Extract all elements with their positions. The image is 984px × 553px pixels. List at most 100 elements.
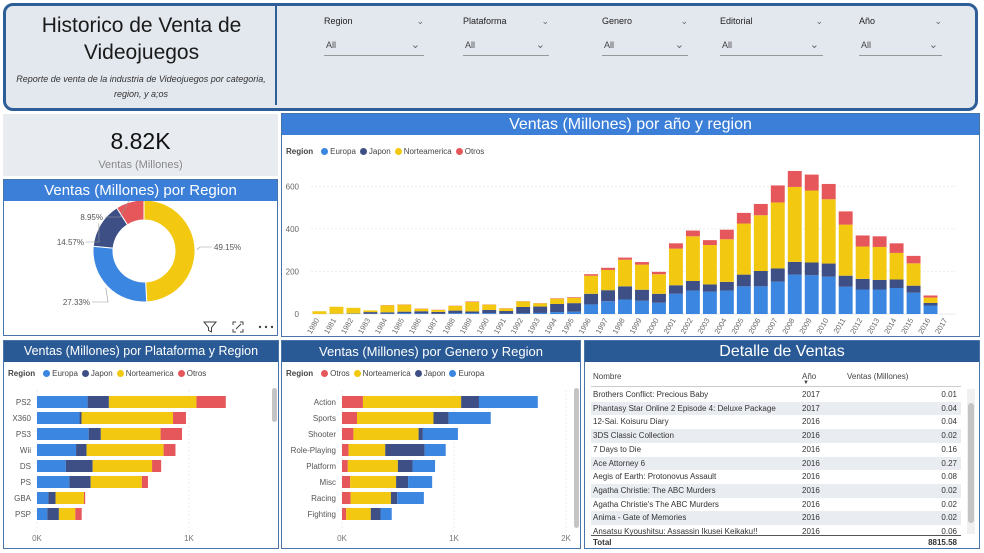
- bar-segment-otros-2006[interactable]: [753, 203, 768, 216]
- bar-segment-japon-ps3[interactable]: [88, 428, 101, 440]
- bar-segment-japon-2006[interactable]: [753, 271, 768, 287]
- bar-segment-otros-2003[interactable]: [702, 240, 717, 246]
- slicer-dropdown[interactable]: All ⌄: [859, 36, 942, 56]
- bar-segment-japon-1998[interactable]: [618, 286, 632, 300]
- table-row[interactable]: Brothers Conflict: Precious Baby 2017 0.01: [591, 388, 961, 402]
- bar-segment-europa-1994[interactable]: [550, 312, 565, 314]
- slicer-dropdown[interactable]: All ⌄: [324, 36, 424, 56]
- bar-segment-europa-ps2[interactable]: [37, 396, 88, 408]
- bar-segment-japon-1994[interactable]: [550, 303, 565, 313]
- bar-segment-europa-2016[interactable]: [923, 305, 938, 314]
- bar-segment-japon-1995[interactable]: [567, 303, 582, 312]
- bar-segment-norteamerica-1989[interactable]: [465, 301, 480, 312]
- bar-segment-japon-x360[interactable]: [79, 412, 82, 424]
- bar-segment-europa-shooter[interactable]: [422, 428, 458, 440]
- legend-item[interactable]: Norteamerica: [113, 369, 174, 378]
- bar-segment-norteamerica-sports[interactable]: [357, 412, 434, 424]
- bar-segment-europa-1992[interactable]: [516, 313, 531, 314]
- sales-detail-table[interactable]: Detalle de Ventas Nombre Año ▼ Ventas (M…: [584, 340, 980, 549]
- bar-segment-europa-1998[interactable]: [618, 299, 632, 314]
- bar-segment-japon-1992[interactable]: [516, 306, 531, 314]
- bar-segment-japon-1983[interactable]: [363, 312, 378, 314]
- focus-mode-icon[interactable]: [231, 320, 245, 334]
- slicer-dropdown[interactable]: All ⌄: [463, 36, 549, 56]
- table-row[interactable]: Agatha Christie: The ABC Murders 2016 0.02: [591, 483, 961, 498]
- chevron-down-icon[interactable]: ⌄: [934, 16, 942, 26]
- bar-segment-norteamerica-fighting[interactable]: [346, 508, 371, 520]
- bar-segment-otros-2007[interactable]: [770, 185, 785, 203]
- bar-segment-norteamerica-misc[interactable]: [350, 476, 397, 488]
- bar-segment-otros-2001[interactable]: [668, 243, 683, 249]
- bar-segment-norteamerica-2010[interactable]: [821, 199, 836, 264]
- bar-segment-otros-2002[interactable]: [685, 230, 700, 237]
- platform-region-visual[interactable]: Ventas (Millones) por Plataforma y Regio…: [3, 340, 279, 549]
- chevron-down-icon[interactable]: ⌄: [541, 16, 549, 26]
- bar-segment-japon-1999[interactable]: [635, 289, 649, 301]
- bar-segment-norteamerica-2014[interactable]: [889, 252, 904, 280]
- bar-segment-europa-1985[interactable]: [397, 313, 412, 314]
- bar-segment-otros-ds[interactable]: [152, 460, 162, 472]
- bar-segment-otros-wii[interactable]: [163, 444, 176, 456]
- bar-segment-japon-1986[interactable]: [414, 311, 429, 314]
- bar-segment-japon-2005[interactable]: [736, 274, 751, 287]
- bar-segment-norteamerica-platform[interactable]: [347, 460, 398, 472]
- bar-segment-otros-1996[interactable]: [584, 274, 599, 276]
- bar-segment-europa-2006[interactable]: [753, 286, 768, 314]
- bar-segment-europa-1996[interactable]: [584, 304, 599, 314]
- bar-segment-norteamerica-1996[interactable]: [584, 275, 599, 294]
- bar-segment-otros-2009[interactable]: [804, 174, 819, 191]
- bar-segment-japon-ps2[interactable]: [87, 396, 109, 408]
- bar-segment-europa-2010[interactable]: [821, 276, 836, 314]
- bar-segment-japon-1985[interactable]: [397, 311, 412, 314]
- table-row[interactable]: 12-Sai. Koisuru Diary 2016 0.04: [591, 415, 961, 429]
- bar-segment-norteamerica-psp[interactable]: [58, 508, 76, 520]
- bar-segment-otros-1995[interactable]: [567, 297, 582, 298]
- bar-segment-norteamerica-1991[interactable]: [499, 308, 514, 312]
- chart-scrollbar[interactable]: [574, 388, 579, 528]
- bar-segment-norteamerica-1987[interactable]: [431, 309, 446, 312]
- bar-segment-norteamerica-ps[interactable]: [90, 476, 142, 488]
- bar-segment-japon-fighting[interactable]: [370, 508, 381, 520]
- bar-segment-japon-1993[interactable]: [533, 306, 548, 313]
- bar-segment-europa-racing[interactable]: [397, 492, 424, 504]
- bar-segment-norteamerica-1982[interactable]: [346, 307, 361, 314]
- bar-segment-japon-1989[interactable]: [465, 311, 480, 314]
- bar-segment-europa-2015[interactable]: [906, 292, 921, 314]
- chevron-down-icon[interactable]: ⌄: [416, 16, 424, 26]
- bar-segment-europa-1988[interactable]: [448, 313, 463, 314]
- bar-segment-otros-2013[interactable]: [872, 236, 887, 247]
- bar-segment-japon-ps[interactable]: [69, 476, 91, 488]
- donut-slice-otros[interactable]: [116, 201, 145, 226]
- bar-segment-otros-2011[interactable]: [838, 211, 853, 225]
- bar-segment-otros-action[interactable]: [342, 396, 363, 408]
- bar-segment-japon-sports[interactable]: [433, 412, 449, 424]
- bar-segment-europa-2012[interactable]: [855, 289, 870, 314]
- bar-segment-europa-1989[interactable]: [465, 313, 480, 314]
- bar-segment-japon-2016[interactable]: [923, 302, 938, 306]
- bar-segment-norteamerica-2005[interactable]: [736, 223, 751, 275]
- bar-segment-otros-psp[interactable]: [75, 508, 82, 520]
- bar-segment-otros-1998[interactable]: [618, 257, 632, 260]
- slicer-dropdown[interactable]: All ⌄: [720, 36, 823, 56]
- bar-segment-japon-ds[interactable]: [65, 460, 93, 472]
- bar-segment-otros-1999[interactable]: [635, 262, 649, 265]
- bar-segment-europa-2004[interactable]: [719, 290, 734, 314]
- more-options-icon[interactable]: [257, 320, 275, 334]
- bar-segment-norteamerica-2001[interactable]: [668, 248, 683, 286]
- bar-segment-norteamerica-2007[interactable]: [770, 202, 785, 269]
- legend-item[interactable]: Japon: [78, 369, 113, 378]
- slicer-dropdown[interactable]: All ⌄: [602, 36, 688, 56]
- genre-region-visual[interactable]: Ventas (Millones) por Genero y Region 0K…: [281, 340, 581, 549]
- table-row[interactable]: 7 Days to Die 2016 0.16: [591, 443, 961, 457]
- bar-segment-europa-gba[interactable]: [37, 492, 49, 504]
- bar-segment-europa-2007[interactable]: [770, 281, 785, 314]
- bar-segment-japon-2010[interactable]: [821, 263, 836, 277]
- bar-segment-norteamerica-1993[interactable]: [533, 303, 548, 307]
- donut-slice-norteamerica[interactable]: [143, 201, 196, 303]
- legend-item[interactable]: Norteamerica: [391, 147, 452, 156]
- bar-segment-japon-2014[interactable]: [889, 279, 904, 289]
- bar-segment-norteamerica-2003[interactable]: [702, 245, 717, 285]
- bar-segment-otros-2000[interactable]: [652, 271, 666, 275]
- bar-segment-norteamerica-1999[interactable]: [635, 264, 649, 290]
- bar-segment-norteamerica-1986[interactable]: [414, 308, 429, 312]
